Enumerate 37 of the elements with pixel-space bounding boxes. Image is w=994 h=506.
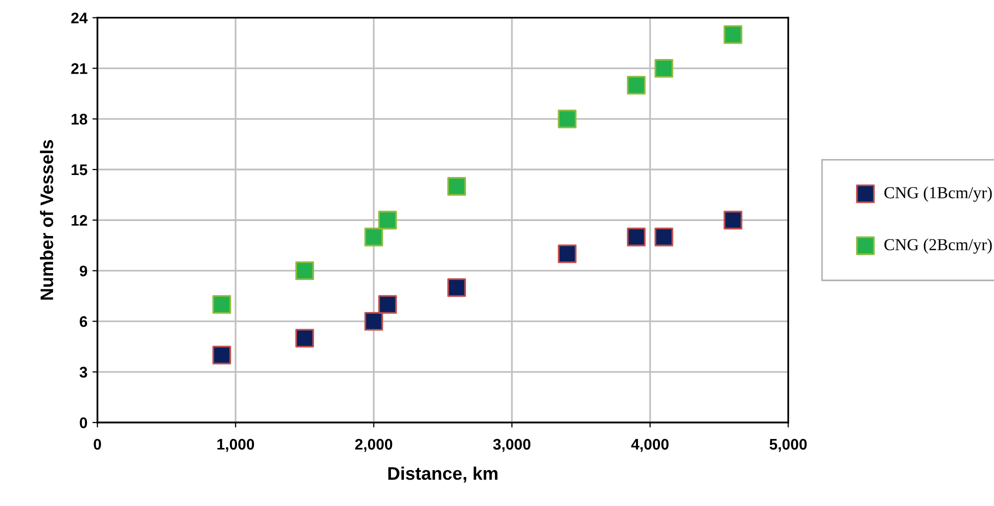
- point: [724, 25, 742, 44]
- point: [295, 261, 314, 280]
- y-tick-label: 24: [71, 12, 88, 24]
- y-tick-label: 6: [80, 316, 88, 327]
- point: [378, 210, 397, 230]
- point: [295, 328, 314, 348]
- x-tick-label: 3,000: [493, 438, 530, 452]
- point: [558, 110, 577, 128]
- point: [626, 76, 646, 95]
- point: [212, 295, 232, 314]
- point: [212, 346, 232, 364]
- y-tick-label: 21: [71, 63, 88, 74]
- point: [654, 58, 674, 78]
- y-tick-label: 3: [80, 366, 88, 378]
- x-tick-label: 4,000: [631, 438, 669, 452]
- point: [364, 312, 384, 331]
- y-tick-label: 18: [72, 114, 88, 125]
- point: [378, 295, 397, 314]
- x-tick-label: 1,000: [217, 438, 254, 452]
- point: [447, 278, 466, 297]
- legend-label: CNG (1Bcm/yr): [884, 186, 992, 202]
- point: [558, 244, 577, 264]
- y-tick-label: 15: [72, 164, 88, 176]
- y-tick-label: 9: [80, 266, 88, 276]
- y-axis-title: Number of Vessels: [40, 140, 54, 300]
- point: [626, 228, 646, 246]
- x-tick-label: 2,000: [355, 438, 392, 452]
- legend-label: CNG (2Bcm/yr): [884, 238, 992, 254]
- point: [654, 228, 674, 246]
- x-axis-title: Distance, km: [388, 466, 498, 482]
- point: [724, 210, 742, 230]
- x-tick-label: 0: [94, 438, 102, 450]
- y-tick-label: 12: [72, 214, 88, 226]
- point: [447, 177, 466, 196]
- y-tick-label: 0: [80, 417, 88, 428]
- point: [364, 228, 384, 246]
- x-tick-label: 5,000: [770, 438, 807, 452]
